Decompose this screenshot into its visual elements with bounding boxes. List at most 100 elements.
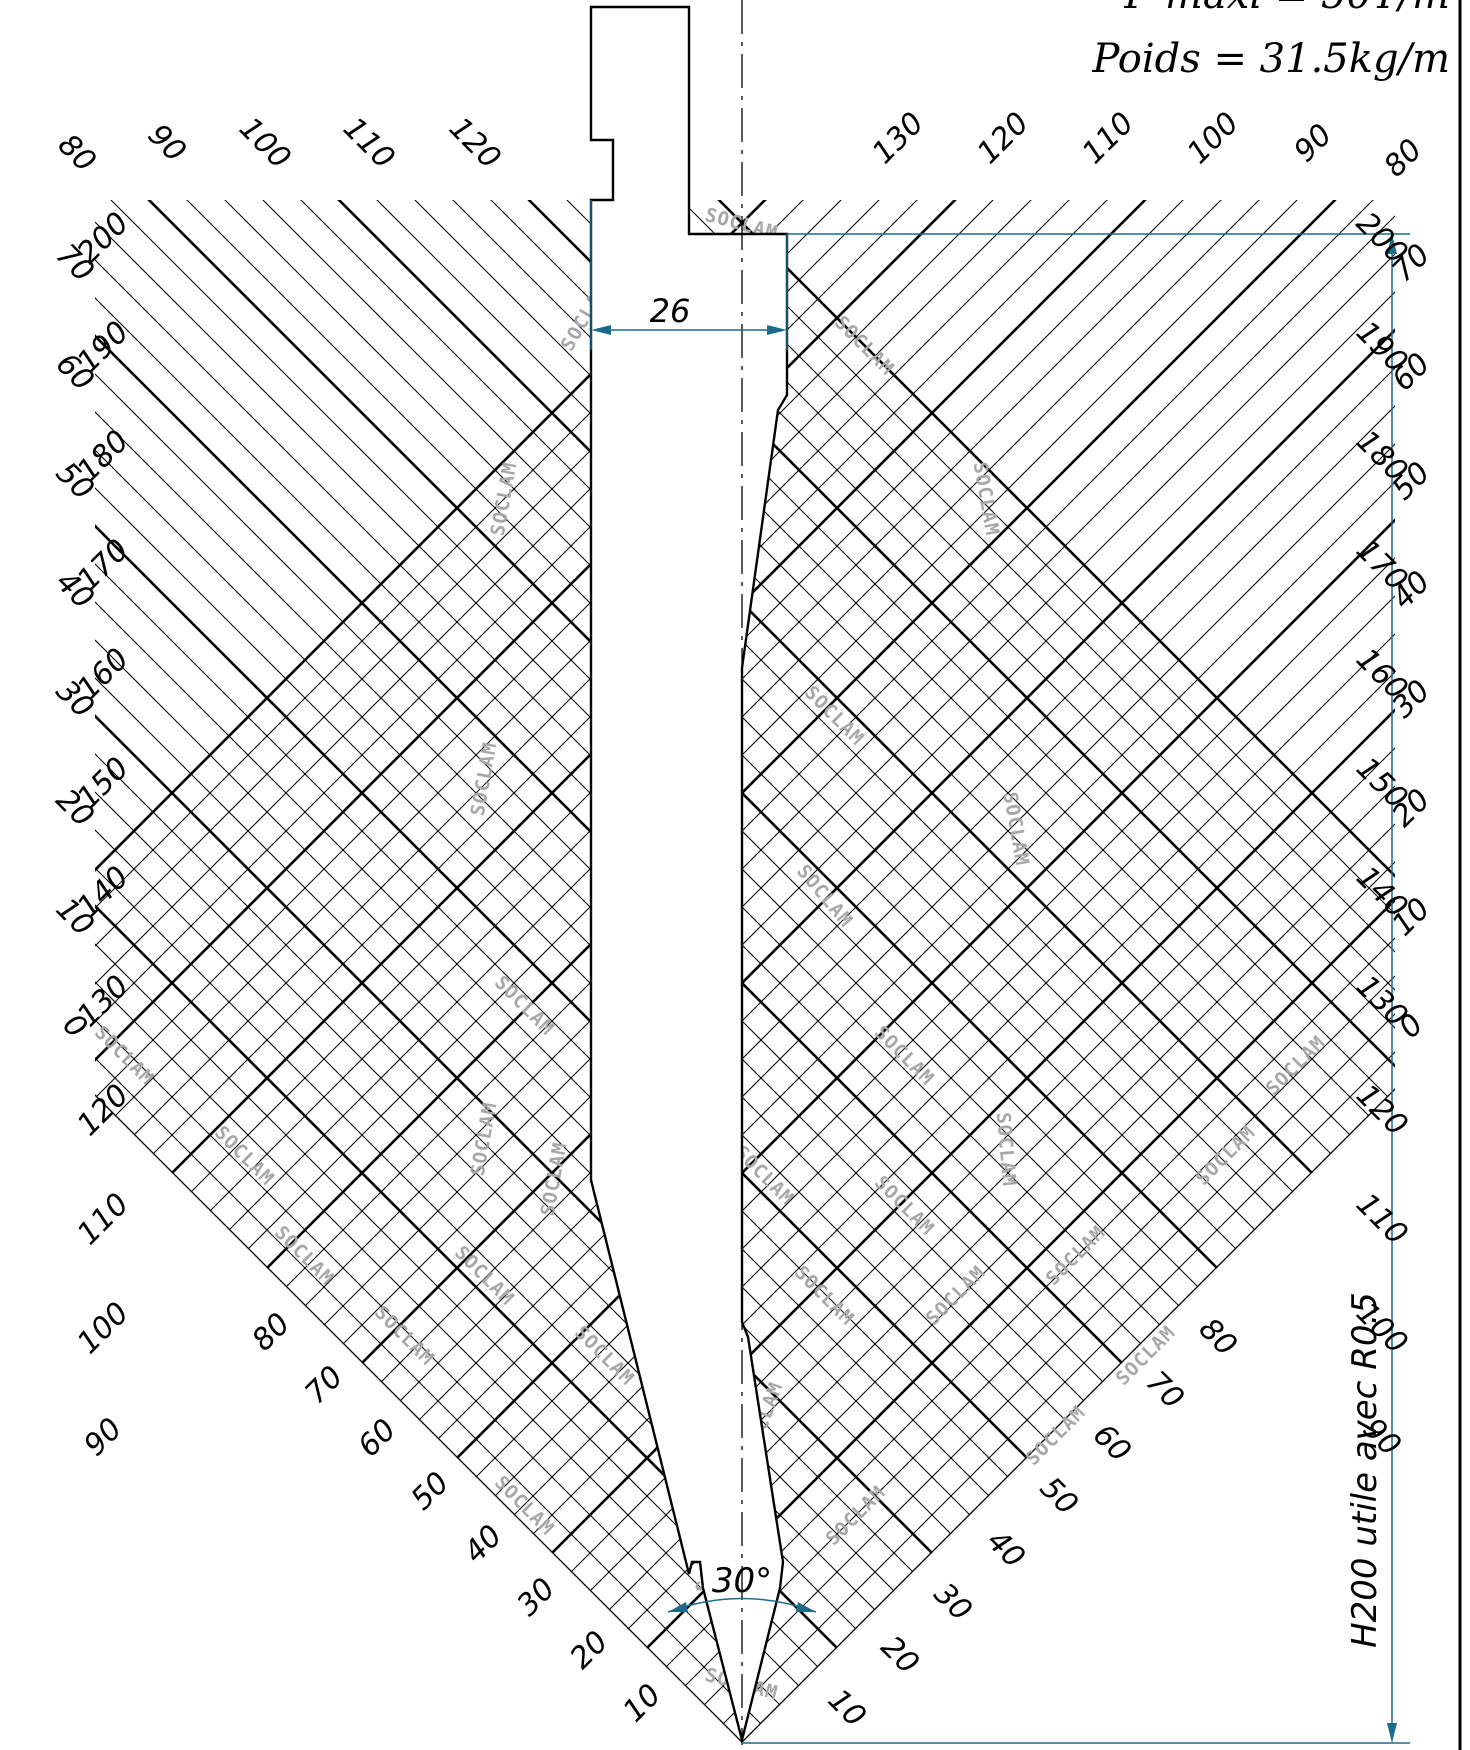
watermark-text: SOCLAM — [792, 860, 857, 931]
grid-line — [266, 200, 1395, 1743]
grid-line — [366, 200, 1395, 1743]
grid-line — [570, 200, 1395, 1743]
right-height-label: 40 — [980, 1523, 1032, 1575]
angle-dimension: 30° — [667, 1561, 817, 1613]
grid-line — [95, 200, 876, 1743]
grid-line — [608, 200, 1395, 1743]
left-height-label: 70 — [298, 1359, 350, 1411]
grid-line — [95, 200, 800, 1743]
upper-left-label: 80 — [51, 127, 103, 179]
grid-line — [95, 200, 1180, 1743]
grid-line — [95, 200, 1118, 1743]
grid-line — [95, 200, 1080, 1743]
grid-line — [95, 200, 1232, 1743]
grid-line — [95, 200, 1256, 1743]
grid-line — [100, 200, 1395, 1743]
upper-right-label: 100 — [1181, 106, 1246, 171]
watermark-text: SOCLAM — [992, 1111, 1020, 1187]
right-height-label: 60 — [1086, 1417, 1138, 1469]
usable-height-label: H200 utile avec R0.5 — [1345, 1292, 1385, 1648]
grid-line — [95, 200, 1395, 1743]
upper-left-label: 100 — [232, 111, 297, 176]
grid-line — [290, 200, 1395, 1743]
watermark-text: SOCLAM — [1042, 1222, 1110, 1290]
left-height-label: 40 — [457, 1518, 509, 1570]
grid-line — [518, 200, 1395, 1743]
watermark-text: SOCLAM — [537, 1140, 572, 1217]
grid-line — [684, 200, 1395, 1743]
left-height-label: 60 — [351, 1412, 403, 1464]
right-height-label: 80 — [1192, 1311, 1244, 1363]
watermark-text: SOCLAM — [467, 1100, 502, 1177]
punch-profile — [589, 5, 789, 1741]
watermark-text: SOCLAM — [450, 1242, 518, 1310]
right-height-label: 30 — [927, 1576, 979, 1628]
watermark-text: SOCLAM — [922, 1262, 990, 1330]
left-height-label: 110 — [71, 1187, 136, 1252]
watermark-text: SOCLAM — [490, 972, 558, 1040]
grid-line — [95, 200, 1104, 1743]
grid-line — [190, 200, 1395, 1743]
watermark-text: SOCLAM — [790, 1262, 858, 1330]
left-height-label: 90 — [77, 1411, 129, 1463]
upper-left-label: 120 — [442, 111, 507, 176]
grid-line — [95, 200, 1142, 1743]
watermark-text: SOCLAM — [490, 1472, 558, 1540]
weight-spec: Poids = 31.5kg/m — [1091, 36, 1450, 82]
width-dimension: 26 — [590, 200, 788, 350]
upper-left-label: 110 — [336, 111, 401, 176]
grid-line — [494, 200, 1395, 1743]
grid-line — [95, 200, 1395, 1743]
watermark-text: SOCLAM — [370, 1302, 438, 1370]
upper-right-label: 80 — [1377, 132, 1429, 184]
grid-line — [95, 200, 1218, 1743]
right-height-label: 110 — [1349, 1187, 1414, 1252]
upper-right-label: 110 — [1076, 106, 1141, 171]
height-dimension: H200 utile avec R0.5 — [742, 233, 1410, 1744]
grid-line — [0, 0, 1, 1750]
watermark-text: SOCLAM — [870, 1172, 938, 1240]
left-height-label: 80 — [245, 1306, 297, 1358]
grid-line — [342, 200, 1395, 1743]
grid-line — [532, 200, 1395, 1743]
grid-line — [95, 200, 1308, 1743]
watermark-text: SOCLAM — [830, 312, 898, 380]
grid-line — [95, 200, 1066, 1743]
upper-left-label: 90 — [141, 117, 193, 169]
watermark-text: SOCLAM — [467, 740, 502, 817]
grid-line — [252, 200, 1395, 1743]
upper-right-label: 90 — [1287, 117, 1339, 169]
watermark-text: SOCLAM — [999, 790, 1034, 867]
width-dimension-label: 26 — [650, 292, 691, 330]
grid-line — [95, 200, 268, 1743]
left-height-label: 120 — [71, 1078, 136, 1143]
force-spec: F maxi = 50T/m — [1123, 0, 1450, 18]
watermark-text: SOCLAM — [822, 1482, 890, 1550]
left-height-label: 20 — [563, 1624, 615, 1676]
grid-line — [1445, 0, 1470, 1750]
grid-line — [95, 200, 1384, 1743]
grid-line — [214, 200, 1395, 1743]
watermark-text: SOCLAM — [969, 460, 1004, 537]
left-height-label: 100 — [71, 1296, 136, 1361]
upper-right-label: 120 — [971, 106, 1036, 171]
left-height-label: 50 — [404, 1465, 456, 1517]
right-height-label: 70 — [1139, 1364, 1191, 1416]
grid-line — [228, 200, 1395, 1743]
watermark-text: SOCLAM — [800, 682, 868, 750]
grid-line — [418, 200, 1395, 1743]
left-height-label: 10 — [616, 1677, 668, 1729]
grid-line — [95, 200, 1395, 1743]
grid-line — [0, 0, 39, 1750]
grid-line — [95, 200, 306, 1743]
grid-line — [95, 200, 1270, 1743]
grid-line — [138, 200, 1395, 1743]
right-height-label: 20 — [874, 1629, 926, 1681]
grid-line — [95, 200, 1194, 1743]
grid-line — [95, 200, 914, 1743]
upper-right-label: 130 — [866, 106, 931, 171]
grid-line — [304, 200, 1395, 1743]
